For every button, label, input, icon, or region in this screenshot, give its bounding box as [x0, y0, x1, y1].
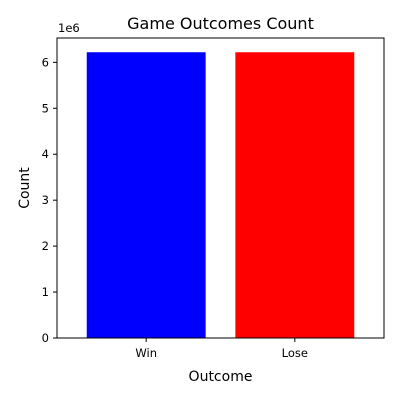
x-axis-label: Outcome	[189, 369, 253, 385]
y-tick-label: 3	[42, 193, 49, 207]
y-tick-label: 0	[42, 331, 49, 345]
y-tick-label: 4	[42, 147, 49, 161]
x-axis-ticks: Win Lose	[135, 338, 308, 360]
bar-lose	[235, 52, 355, 339]
x-tick-label: Lose	[282, 346, 308, 360]
bars-group	[86, 52, 355, 339]
y-axis-label: Count	[17, 167, 33, 209]
y-axis-offset-label: 1e6	[58, 21, 80, 35]
y-tick-label: 5	[42, 101, 49, 115]
y-axis-ticks: 0 1 2 3 4 5 6	[42, 55, 57, 345]
plot-frame	[56, 37, 385, 339]
x-tick-label: Win	[135, 346, 157, 360]
y-tick-label: 6	[42, 55, 49, 69]
bar-win	[86, 52, 206, 339]
chart-title: Game Outcomes Count	[127, 14, 314, 33]
y-tick-label: 2	[42, 239, 49, 253]
y-tick-label: 1	[42, 285, 49, 299]
